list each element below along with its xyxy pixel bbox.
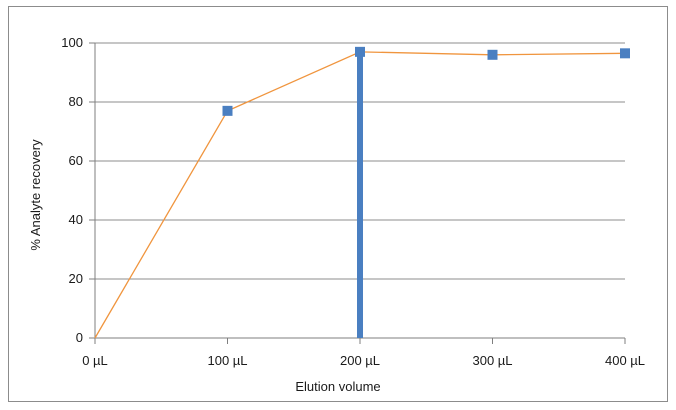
data-point-1: [222, 105, 233, 116]
series-markers: [222, 46, 630, 116]
data-point-4: [620, 48, 630, 59]
x-axis-title: Elution volume: [295, 379, 380, 394]
x-tick-label-3: 300 µL: [472, 353, 512, 368]
x-tick-label-4: 400 µL: [605, 353, 645, 368]
y-tick-label-4: 80: [69, 94, 83, 109]
data-point-2: [355, 46, 365, 57]
chart-frame: 0 20 40 60 80 100 0 µL 100 µL 200 µL 300 µL 400 µ…: [8, 6, 668, 402]
y-axis-ticks: 0 20 40 60 80 100: [61, 35, 95, 345]
x-tick-label-0: 0 µL: [82, 353, 108, 368]
x-tick-label-1: 100 µL: [207, 353, 247, 368]
y-tick-label-2: 40: [69, 212, 83, 227]
y-tick-label-3: 60: [69, 153, 83, 168]
data-point-3: [487, 49, 498, 60]
bar-highlight: [357, 51, 363, 338]
y-axis-title: % Analyte recovery: [28, 139, 43, 251]
x-tick-label-2: 200 µL: [340, 353, 380, 368]
y-tick-label-5: 100: [61, 35, 83, 50]
bars: [357, 51, 363, 338]
chart-svg: 0 20 40 60 80 100 0 µL 100 µL 200 µL 300 µL 400 µ…: [28, 35, 645, 394]
x-axis-ticks: 0 µL 100 µL 200 µL 300 µL 400 µL: [82, 338, 645, 368]
y-tick-label-1: 20: [69, 271, 83, 286]
y-tick-label-0: 0: [76, 330, 83, 345]
